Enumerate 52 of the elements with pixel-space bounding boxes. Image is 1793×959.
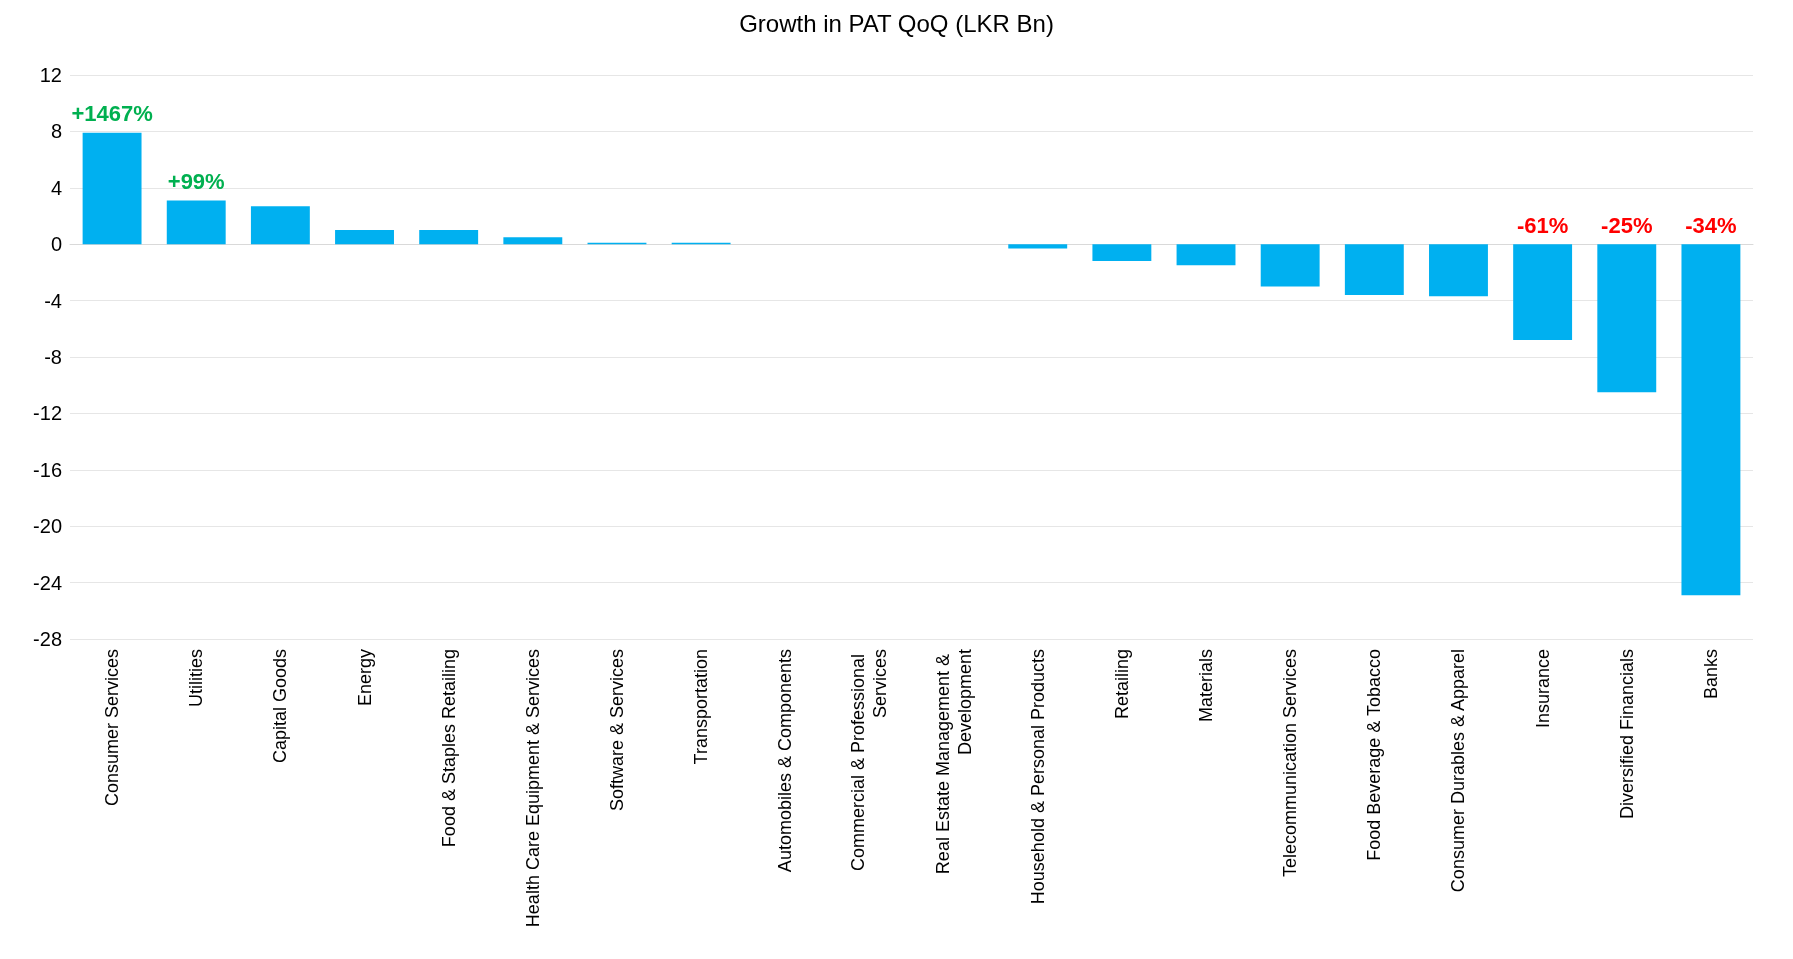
x-tick-label: Capital Goods	[270, 649, 291, 764]
x-tick-label: Software & Services	[606, 649, 627, 812]
x-tick-label: Consumer Services	[102, 649, 123, 807]
x-tick-label: Household & Personal Products	[1027, 649, 1048, 905]
x-tick-label: Transportation	[691, 649, 712, 765]
bar	[1513, 244, 1573, 341]
bar	[335, 230, 394, 245]
chart-title: Growth in PAT QoQ (LKR Bn)	[739, 9, 1054, 37]
bar	[1344, 244, 1404, 295]
x-tick-label: Retailing	[1111, 649, 1132, 720]
bar	[250, 206, 310, 245]
x-tick-label: Banks	[1700, 649, 1721, 700]
bar	[419, 230, 479, 245]
x-tick-label: Food & Staples Retailing	[438, 649, 459, 848]
bar	[166, 200, 226, 245]
annotation: -34%	[1685, 212, 1737, 238]
x-tick-label: Diversified Financials	[1616, 649, 1637, 820]
x-tick-label: Materials	[1196, 649, 1217, 723]
annotation: +99%	[167, 168, 225, 194]
x-tick-label: Real Estate Management & Development	[932, 649, 975, 875]
bar	[82, 132, 142, 245]
annotation: -61%	[1516, 212, 1569, 238]
y-tick-label: 12	[39, 64, 62, 86]
annotation: -25%	[1601, 212, 1653, 238]
bar	[1260, 244, 1320, 287]
y-tick-label: -16	[33, 458, 62, 481]
y-tick-label: -24	[33, 571, 62, 594]
x-tick-label: Health Care Equipment & Services	[522, 649, 543, 928]
x-tick-label: Insurance	[1532, 649, 1553, 729]
annotation: +1467%	[71, 101, 153, 127]
bar	[1092, 244, 1152, 262]
y-tick-label: 0	[50, 233, 62, 256]
bar	[1008, 244, 1068, 249]
y-tick-label: 4	[50, 176, 62, 199]
bar	[1176, 244, 1236, 266]
y-tick-label: -12	[33, 402, 62, 425]
y-tick-label: -4	[44, 289, 62, 312]
x-tick-label: Food Beverage & Tobacco	[1364, 649, 1385, 861]
x-tick-label: Utilities	[186, 649, 207, 708]
y-tick-label: -8	[44, 346, 62, 368]
x-tick-label: Automobiles & Components	[775, 649, 796, 873]
x-tick-label: Commercial & Professional Services	[848, 649, 891, 872]
bar	[1429, 244, 1488, 297]
y-tick-label: -28	[33, 628, 62, 650]
bar	[1597, 244, 1657, 393]
y-tick-label: -20	[33, 515, 62, 538]
bar	[503, 237, 563, 245]
bar	[1681, 244, 1741, 596]
x-tick-label: Energy	[354, 649, 375, 707]
y-tick-label: 8	[50, 120, 62, 143]
x-tick-label: Telecommunication Services	[1280, 649, 1301, 878]
x-tick-label: Consumer Durables & Apparel	[1448, 649, 1469, 893]
